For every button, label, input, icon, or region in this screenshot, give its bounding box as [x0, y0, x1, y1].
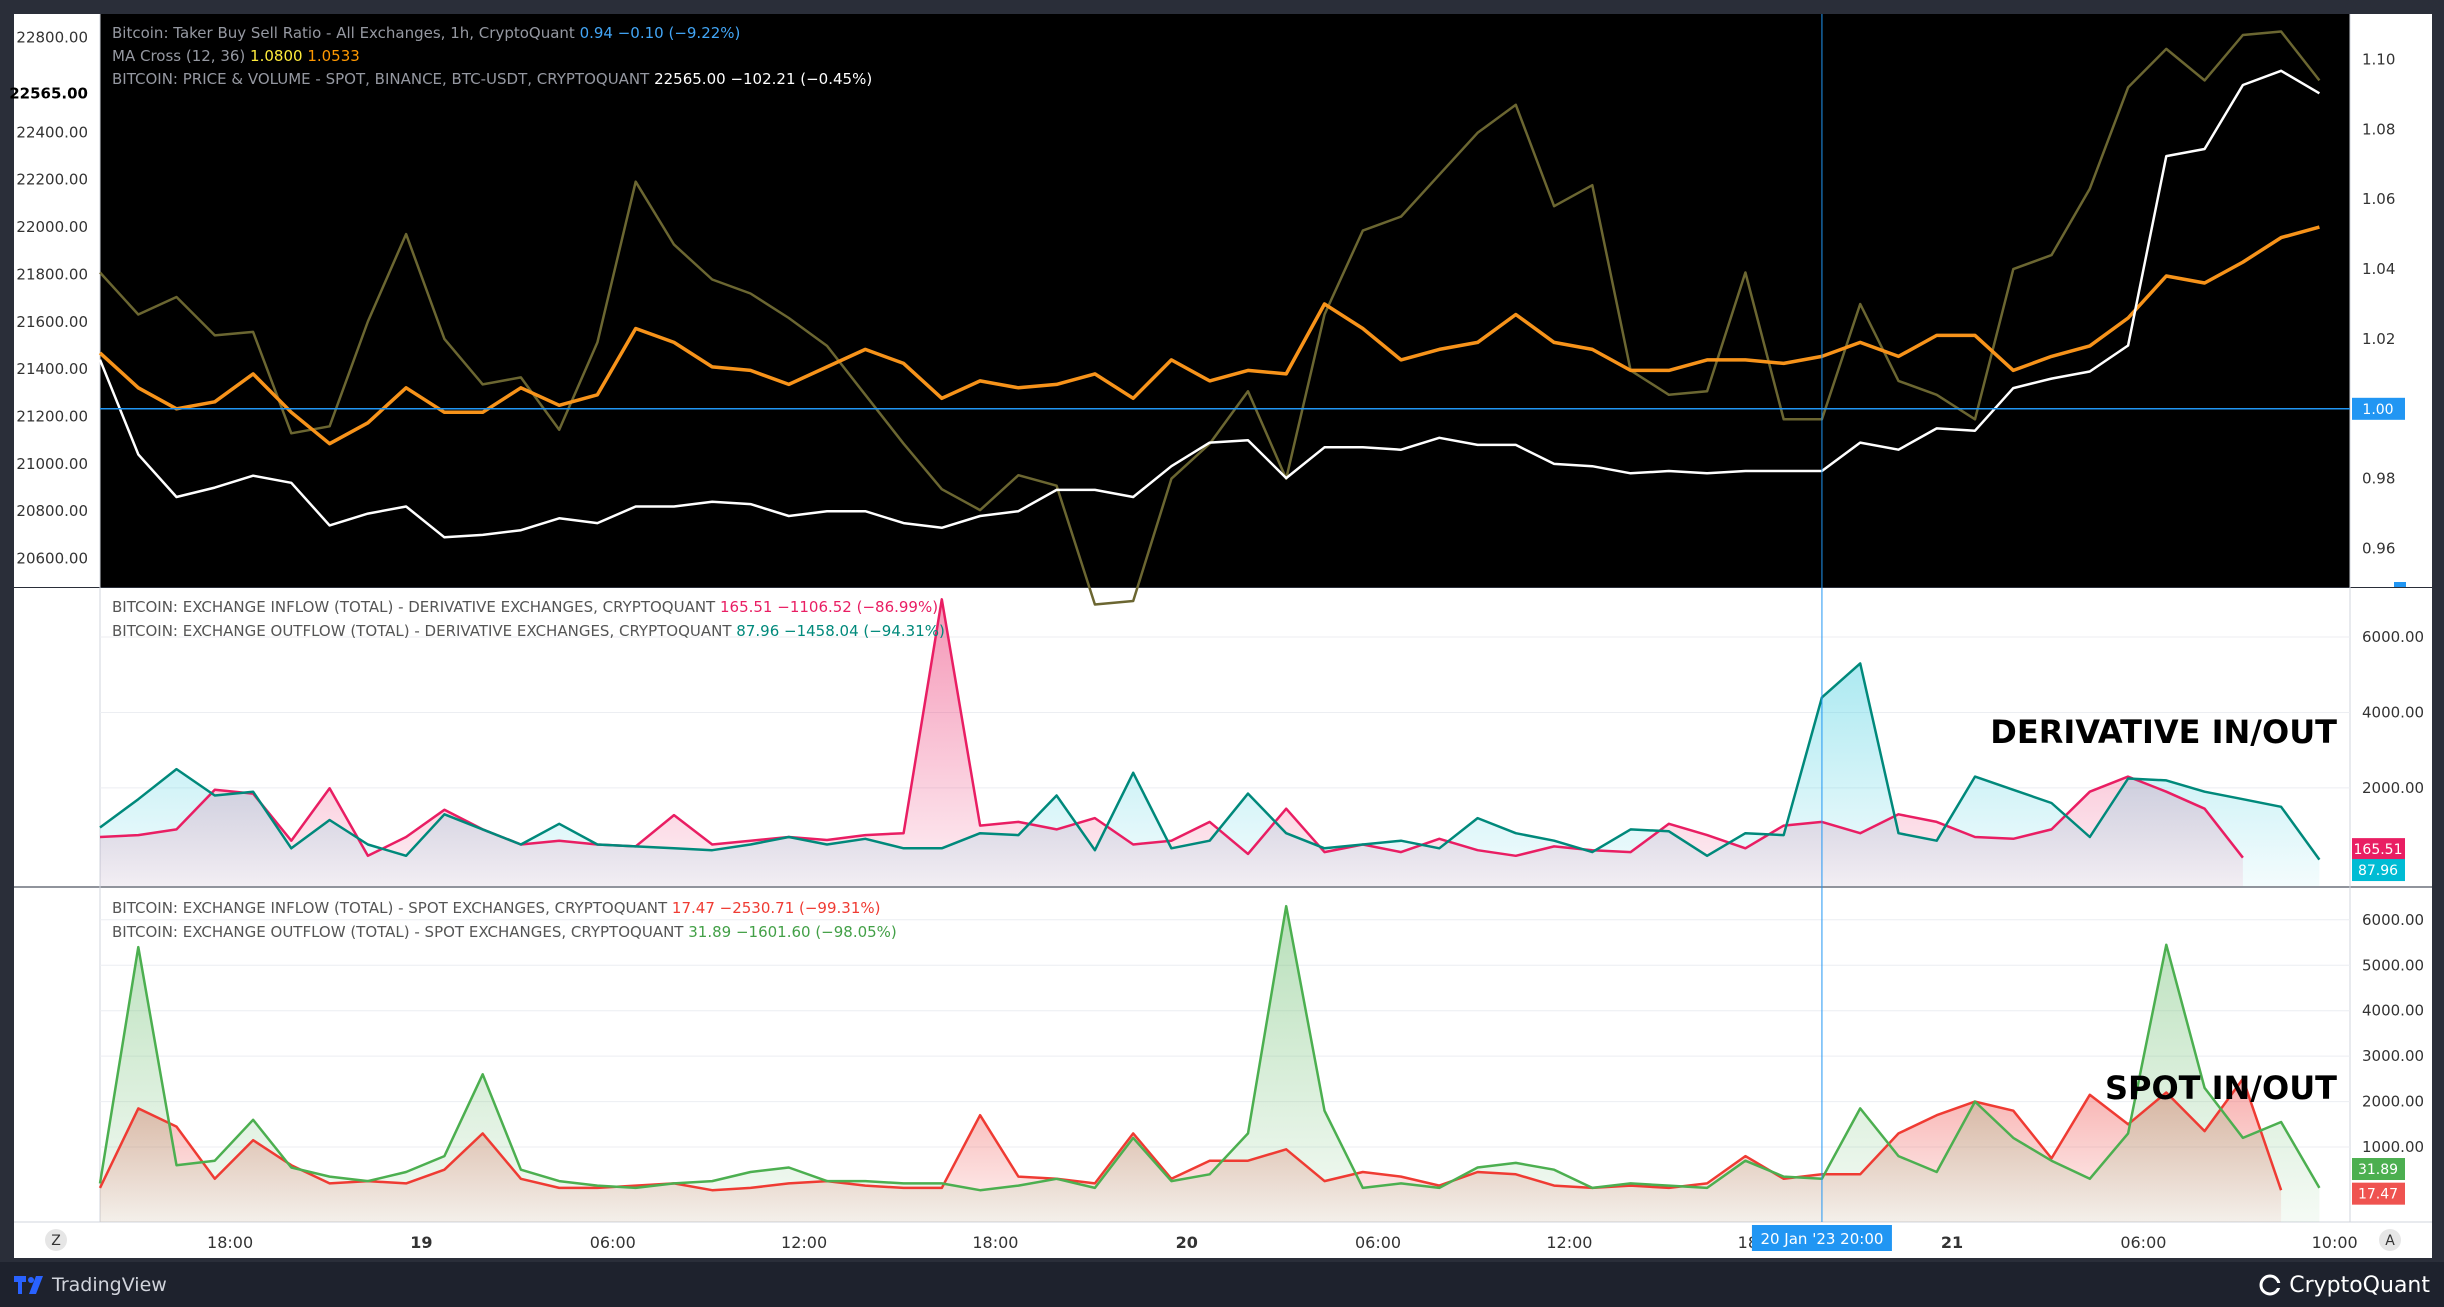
right-axis-tick: 1.04 — [2362, 260, 2395, 278]
left-axis-tick: 21400.00 — [16, 360, 88, 378]
footer-bar — [0, 1262, 2444, 1307]
crosshair-time-label: 20 Jan '23 20:00 — [1760, 1230, 1883, 1248]
series-line — [98, 904, 2321, 1192]
value-tag — [2352, 1158, 2405, 1181]
value-tag-label: 165.51 — [2354, 842, 2403, 858]
left-axis-tick: 22000.00 — [16, 218, 88, 236]
time-axis-bg — [14, 1222, 2432, 1258]
chart-canvas: 22800.00 22565.00 22400.00 22200.00 22000.00… — [9, 14, 2432, 1258]
left-axis-tick: 20600.00 — [16, 550, 88, 568]
legend-row[interactable]: BITCOIN: EXCHANGE OUTFLOW (TOTAL) - SPOT… — [112, 923, 897, 941]
right-axis-tick: 3000.00 — [2362, 1047, 2424, 1065]
right-axis-tick: 2000.00 — [2362, 779, 2424, 797]
value-tag — [2352, 1182, 2405, 1205]
series-line — [99, 662, 2321, 861]
price-plot-bg[interactable] — [100, 14, 2350, 587]
value-tag — [2352, 838, 2405, 861]
right-axis-tick: 6000.00 — [2362, 628, 2424, 646]
right-axis-tick: 0.96 — [2362, 540, 2395, 558]
x-axis-tick: 06:00 — [2120, 1233, 2166, 1252]
left-axis-tick: 21200.00 — [16, 408, 88, 426]
z-button-label: Z — [51, 1233, 61, 1249]
series-area — [100, 906, 2320, 1222]
value-tag-label: 31.89 — [2358, 1162, 2398, 1178]
tradingview-label: TradingView — [52, 1274, 167, 1296]
series-line — [98, 1077, 2283, 1192]
legend-row[interactable]: BITCOIN: EXCHANGE INFLOW (TOTAL) - SPOT … — [112, 899, 880, 917]
z-button[interactable] — [45, 1229, 67, 1251]
right-axis-tick: 1.08 — [2362, 120, 2395, 138]
legend-row[interactable]: Bitcoin: Taker Buy Sell Ratio - All Exch… — [112, 24, 740, 42]
x-axis-tick: 12:00 — [781, 1233, 827, 1252]
series-line — [98, 69, 2321, 539]
right-axis-tick: 1.10 — [2362, 50, 2395, 68]
tradingview-logo[interactable]: TradingView — [14, 1273, 167, 1297]
cryptoquant-icon — [2259, 1274, 2282, 1296]
value-tag-label: 17.47 — [2358, 1187, 2398, 1203]
value-tag-label: 87.96 — [2358, 863, 2398, 879]
left-axis-tick: 22200.00 — [16, 171, 88, 189]
auto-scale-button[interactable] — [2379, 1229, 2401, 1251]
crosshair-value-tag — [2352, 397, 2405, 420]
tradingview-icon — [14, 1276, 43, 1294]
x-axis-tick: 06:00 — [1355, 1233, 1401, 1252]
right-axis-bg — [2350, 14, 2432, 587]
right-axis-tick: 5000.00 — [2362, 956, 2424, 974]
legend-row[interactable]: BITCOIN: EXCHANGE INFLOW (TOTAL) - DERIV… — [112, 598, 938, 616]
crosshair-time-tag — [1751, 1225, 1892, 1251]
right-axis-tick: 6000.00 — [2362, 911, 2424, 929]
x-axis-tick: 19 — [410, 1233, 432, 1252]
value-tag — [2352, 859, 2405, 882]
x-axis-tick: 21 — [1941, 1233, 1963, 1252]
x-axis-tick: 20 — [1176, 1233, 1198, 1252]
legend-row[interactable]: MA Cross (12, 36) 1.0800 1.0533 — [112, 47, 360, 65]
x-axis-tick: 18:00 — [207, 1233, 253, 1252]
left-axis-tick: 22800.00 — [16, 29, 88, 47]
left-axis-tick: 22400.00 — [16, 123, 88, 141]
x-axis-tick: 18:00 — [972, 1233, 1018, 1252]
right-axis-tick: 4000.00 — [2362, 1002, 2424, 1020]
derivative-annotation: DERIVATIVE IN/OUT — [1990, 713, 2337, 751]
series-line — [99, 598, 2244, 859]
left-axis-tick: 21800.00 — [16, 265, 88, 283]
series-line — [98, 225, 2320, 446]
x-axis-tick: 06:00 — [590, 1233, 636, 1252]
cryptoquant-logo[interactable]: CryptoQuant — [2259, 1272, 2430, 1298]
left-axis-tick: 21000.00 — [16, 455, 88, 473]
right-axis-tick: 1.06 — [2362, 190, 2395, 208]
right-axis-tick: 1000.00 — [2362, 1138, 2424, 1156]
left-axis-bg — [14, 14, 100, 587]
left-axis-tick: 22565.00 — [9, 84, 88, 102]
left-axis-tick: 20800.00 — [16, 502, 88, 520]
right-axis-tick: 2000.00 — [2362, 1093, 2424, 1111]
spot-annotation: SPOT IN/OUT — [2105, 1069, 2337, 1107]
legend-row[interactable]: BITCOIN: PRICE & VOLUME - SPOT, BINANCE,… — [112, 70, 872, 88]
x-axis-tick: 10:00 — [2312, 1233, 2358, 1252]
crosshair-value-label: 1.00 — [2362, 402, 2393, 418]
right-axis-tick: 1.02 — [2362, 330, 2395, 348]
right-axis-tick: 4000.00 — [2362, 703, 2424, 721]
auto-scale-label: A — [2385, 1233, 2395, 1249]
right-axis-marker — [2394, 582, 2406, 587]
left-axis-tick: 21600.00 — [16, 313, 88, 331]
right-axis-tick: 0.98 — [2362, 470, 2395, 488]
x-axis-tick: 12:00 — [1546, 1233, 1592, 1252]
legend-row[interactable]: BITCOIN: EXCHANGE OUTFLOW (TOTAL) - DERI… — [112, 622, 945, 640]
cryptoquant-label: CryptoQuant — [2289, 1272, 2430, 1298]
